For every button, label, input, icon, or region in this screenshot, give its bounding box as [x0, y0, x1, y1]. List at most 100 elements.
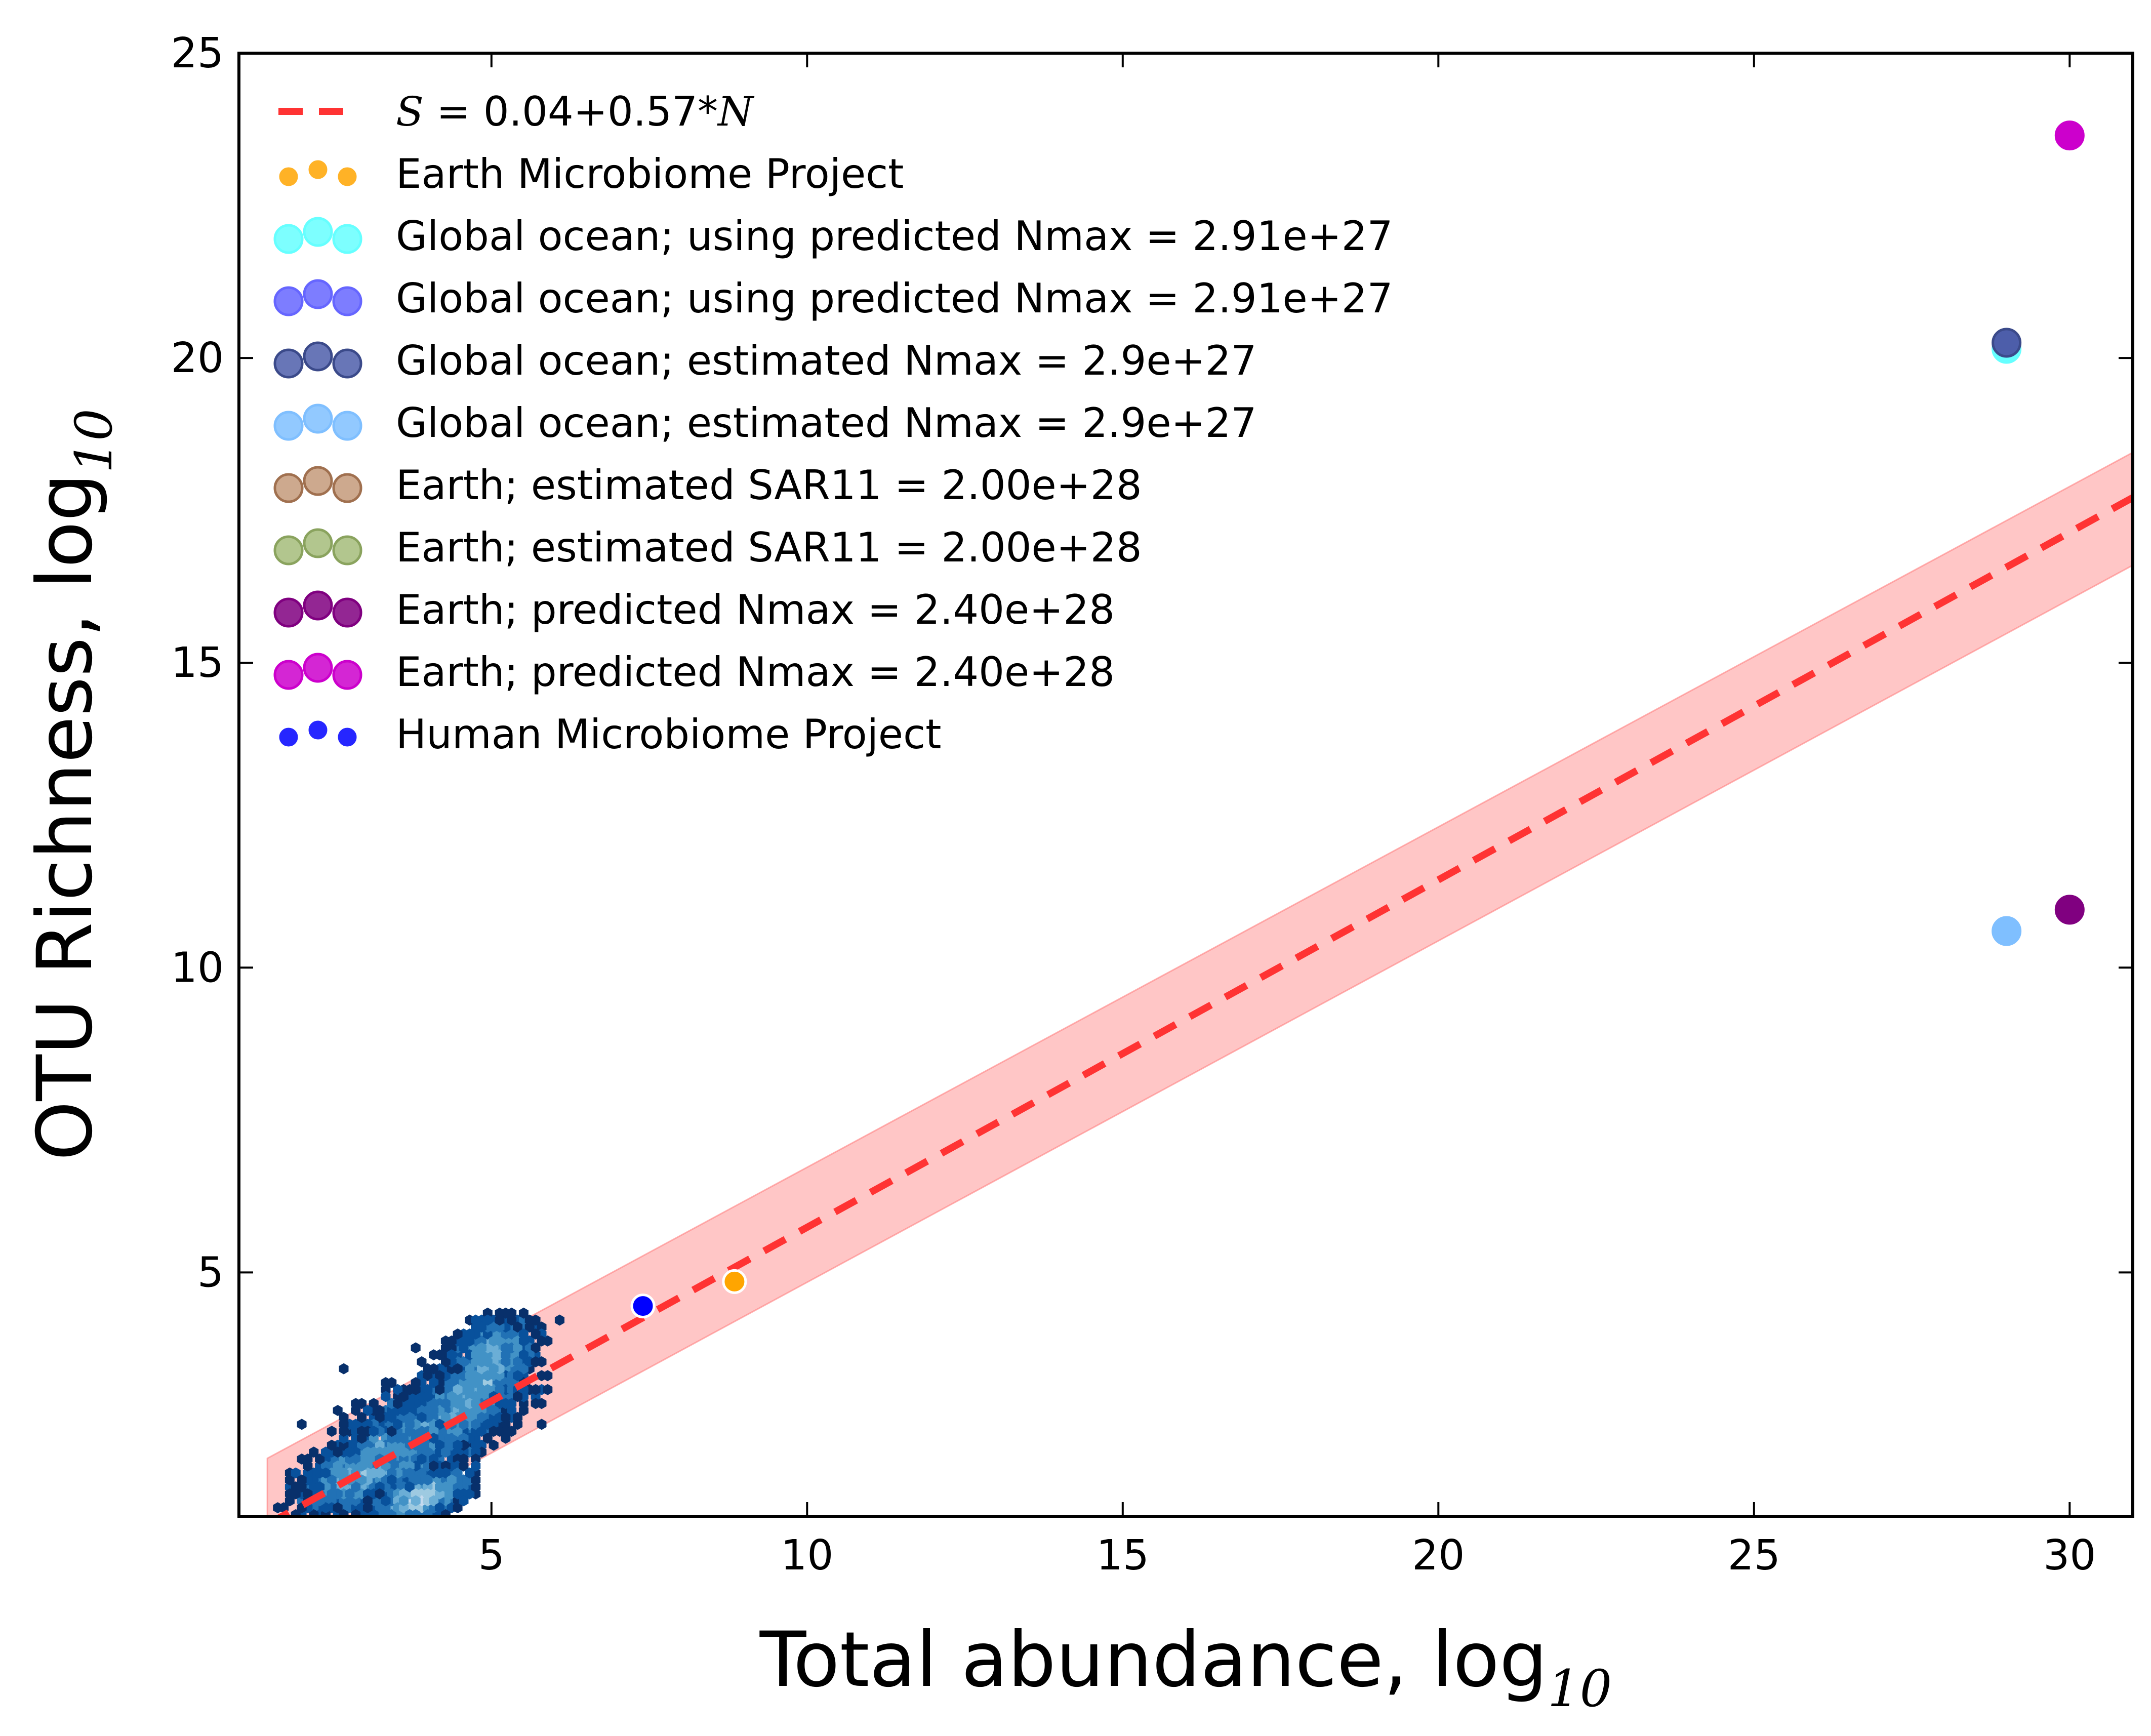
hexbin-cell	[429, 1432, 439, 1444]
legend-marker	[273, 224, 304, 254]
hexbin-cell	[447, 1391, 457, 1402]
hexbin-cell	[417, 1356, 427, 1367]
x-tick-label: 15	[1097, 1531, 1149, 1580]
hexbin-cell	[507, 1405, 517, 1416]
y-tick-label: 20	[171, 334, 224, 382]
hexbin-cell	[453, 1328, 463, 1340]
hexbin-cell	[471, 1314, 481, 1326]
x-axis-label-text: Total abundance, log	[759, 1616, 1548, 1704]
hexbin-cell	[291, 1467, 301, 1479]
hexbin-cell	[291, 1488, 301, 1500]
hexbin-cell	[327, 1488, 337, 1500]
hexbin-cell	[369, 1432, 379, 1444]
legend-marker	[332, 286, 362, 316]
legend: S = 0.04+0.57*N Earth Microbiome Project G…	[273, 88, 1393, 758]
hexbin-cell	[440, 1509, 451, 1516]
hexbin-cell	[351, 1481, 361, 1492]
hexbin-cell	[482, 1328, 493, 1340]
x-axis-label-subscript: 10	[1548, 1659, 1612, 1718]
legend-fit-var-n: N	[717, 88, 755, 135]
hexbin-cell	[440, 1398, 451, 1409]
hexbin-cell	[398, 1432, 409, 1444]
hexbin-cell	[554, 1314, 564, 1326]
hexbin-cell	[404, 1419, 415, 1430]
hexbin-cell	[489, 1426, 499, 1437]
hexbin-cell	[417, 1411, 427, 1423]
hexbin-cell	[440, 1446, 451, 1458]
hexbin-cell	[447, 1349, 457, 1361]
hexbin-cell	[362, 1454, 373, 1465]
hexbin-cell	[531, 1356, 541, 1367]
legend-marker	[273, 597, 304, 628]
hexbin-cell	[501, 1398, 511, 1409]
hexbin-cell	[531, 1342, 541, 1354]
hexbin-cell	[398, 1405, 409, 1416]
hexbin-cell	[471, 1377, 481, 1388]
hexbin-cell	[501, 1411, 511, 1423]
legend-marker	[303, 341, 333, 372]
hexbin-cell	[471, 1474, 481, 1486]
hexbin-cell	[297, 1474, 307, 1486]
hexbin-cell	[447, 1432, 457, 1444]
data-point	[2054, 120, 2085, 151]
hexbin-cell	[471, 1349, 481, 1361]
hexbin-cell	[423, 1446, 433, 1458]
hexbin-cell	[513, 1356, 523, 1367]
legend-label: Earth Microbiome Project	[396, 150, 904, 197]
legend-marker	[273, 473, 304, 503]
x-tick-label: 30	[2043, 1531, 2096, 1580]
hexbin-cell	[429, 1405, 439, 1416]
plot-frame	[237, 52, 2134, 1518]
hexbin-cell	[362, 1405, 373, 1416]
hexbin-cell	[459, 1495, 469, 1507]
hexbin-cell	[387, 1411, 397, 1423]
hexbin-cell	[476, 1426, 486, 1437]
hexbin-cell	[471, 1454, 481, 1465]
hexbin-cell	[440, 1335, 451, 1347]
hexbin-cell	[429, 1377, 439, 1388]
hexbin-cell	[489, 1439, 499, 1451]
legend-marker	[273, 535, 304, 566]
hexbin-cell	[501, 1426, 511, 1437]
hexbin-cell	[327, 1474, 337, 1486]
x-axis-label: Total abundance, log10	[759, 1616, 1612, 1718]
legend-label: Global ocean; estimated Nmax = 2.9e+27	[396, 399, 1256, 447]
hexbin-cell	[465, 1370, 475, 1382]
hexbin-cell	[482, 1419, 493, 1430]
y-axis-label-text: OTU Richness, log	[21, 473, 109, 1160]
hexbin-cell	[513, 1391, 523, 1402]
hexbin-cell	[531, 1314, 541, 1326]
hexbin-cell	[453, 1384, 463, 1395]
regression-line-path	[274, 494, 2133, 1516]
legend-marker	[276, 165, 301, 189]
hexbin-cell	[513, 1419, 523, 1430]
hexbin-cell	[513, 1342, 523, 1354]
hexbin-cell	[459, 1356, 469, 1367]
legend-label: Earth; predicted Nmax = 2.40e+28	[396, 649, 1115, 696]
scatter-points	[630, 120, 2085, 1319]
hexbin-cell	[435, 1502, 445, 1514]
legend-label: Global ocean; using predicted Nmax = 2.9…	[396, 213, 1393, 260]
confidence-band-area	[266, 452, 2133, 1516]
data-point	[722, 1269, 747, 1294]
legend-marker	[303, 653, 333, 683]
hexbin-cell	[327, 1439, 337, 1451]
hexbin-cell	[351, 1419, 361, 1430]
y-tick-label: 25	[171, 29, 224, 77]
data-point	[2054, 895, 2085, 925]
legend-marker	[306, 157, 330, 182]
hexbin-cell	[320, 1467, 331, 1479]
hexbin-cell	[309, 1446, 319, 1458]
legend-label: Global ocean; using predicted Nmax = 2.9…	[396, 275, 1393, 322]
hexbin-cell	[453, 1398, 463, 1409]
legend-marker	[273, 660, 304, 690]
hexbin-cell	[435, 1349, 445, 1361]
y-axis-label-subscript: 10	[64, 409, 124, 473]
hexbin-cell	[513, 1370, 523, 1382]
legend-label: Human Microbiome Project	[396, 711, 942, 758]
hexbin-cell	[404, 1467, 415, 1479]
hexbin-cell	[387, 1426, 397, 1437]
hexbin-cell	[315, 1481, 325, 1492]
hexbin-cell	[404, 1509, 415, 1516]
